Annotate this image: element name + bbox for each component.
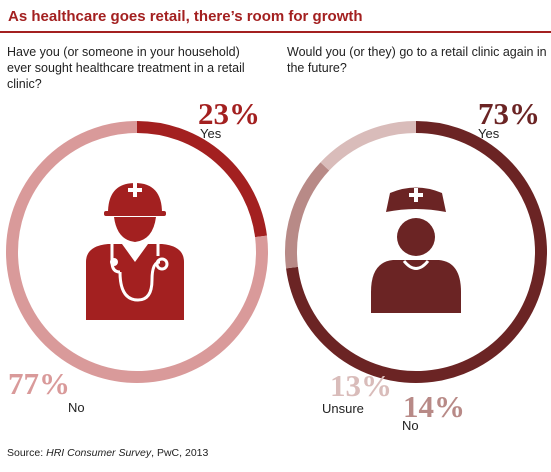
source-note: Source: HRI Consumer Survey, PwC, 2013 (7, 447, 208, 459)
right-no-percent: 14% (403, 389, 465, 424)
right-no-label: No (402, 418, 419, 433)
right-donut (285, 121, 547, 383)
question-right: Would you (or they) go to a retail clini… (287, 45, 547, 75)
right-slice-no (285, 162, 330, 269)
left-slice-yes (136, 121, 267, 238)
chart-title: As healthcare goes retail, there’s room … (0, 0, 551, 33)
right-unsure-percent: 13% (330, 368, 392, 403)
right-slice-unsure (320, 121, 417, 171)
left-yes-label: Yes (200, 126, 222, 141)
right-unsure-label: Unsure (322, 401, 364, 416)
right-yes-label: Yes (478, 126, 500, 141)
source-name: HRI Consumer Survey (46, 447, 152, 459)
left-donut (6, 121, 268, 383)
left-no-label: No (68, 400, 85, 415)
doctor-icon (86, 183, 184, 320)
left-slice-no (6, 121, 268, 383)
right-slice-yes (286, 121, 547, 383)
right-yes-percent: 73% (478, 96, 540, 131)
left-no-percent: 77% (8, 366, 70, 401)
nurse-icon (371, 187, 461, 313)
source-prefix: Source: (7, 447, 47, 459)
source-suffix: , PwC, 2013 (151, 447, 209, 459)
question-left: Have you (or someone in your household) … (7, 45, 245, 91)
left-yes-percent: 23% (198, 96, 260, 131)
